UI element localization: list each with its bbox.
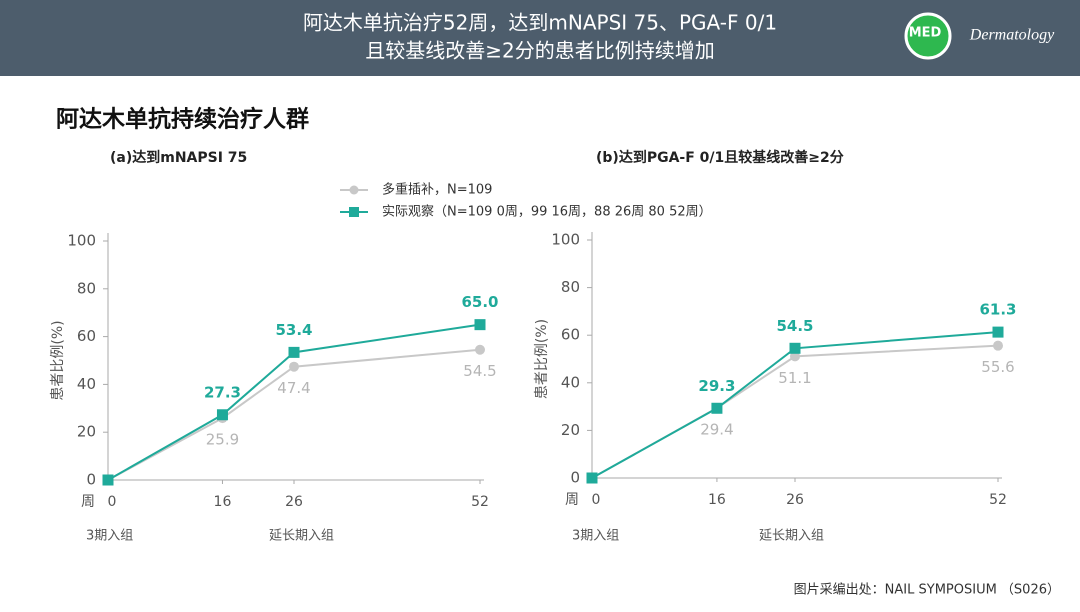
- y-tick-label: 0: [86, 471, 96, 489]
- value-label: 29.3: [698, 377, 735, 395]
- value-label: 25.9: [206, 431, 239, 449]
- legend-marker: [349, 185, 359, 195]
- value-label: 27.3: [204, 383, 241, 401]
- x-tick-label: 0: [108, 494, 117, 510]
- x-tick-label: 16: [708, 492, 726, 508]
- y-tick-label: 60: [77, 327, 96, 345]
- x-tick-label: 52: [989, 492, 1007, 508]
- annotation: 延长期入组: [269, 529, 334, 544]
- y-tick-label: 20: [77, 423, 96, 441]
- footer: 图片采编出处：NAIL SYMPOSIUM （S026）: [794, 583, 1060, 598]
- value-label: 55.6: [981, 358, 1014, 376]
- x-tick-label: 52: [471, 494, 489, 510]
- series-line: [107, 323, 481, 481]
- logo-text: MED: [909, 26, 942, 41]
- header-title: 阿达木单抗治疗52周，达到mNAPSI 75、PGA-F 0/1: [303, 11, 777, 35]
- point: [474, 319, 486, 331]
- point: [789, 342, 801, 354]
- value-label: 65.0: [461, 293, 498, 311]
- point: [992, 326, 1004, 338]
- chart-title: (a)达到mNAPSI 75: [110, 149, 247, 166]
- header-title: 且较基线改善≥2分的患者比例持续增加: [365, 39, 714, 63]
- logo: [904, 12, 952, 60]
- value-label: 53.4: [275, 321, 312, 339]
- y-tick-label: 80: [77, 279, 96, 297]
- x-tick-label: 0: [592, 492, 601, 508]
- series-line: [107, 348, 481, 481]
- x-tick-label: 26: [285, 494, 303, 510]
- point: [586, 472, 598, 484]
- series-line: [591, 344, 999, 479]
- value-label: 61.3: [979, 301, 1016, 319]
- y-axis-label: 患者比例(%): [50, 320, 66, 400]
- brand: Dermatology: [969, 27, 1055, 44]
- y-tick-label: 20: [561, 421, 580, 439]
- y-tick-label: 0: [570, 469, 580, 487]
- y-axis-label: 患者比例(%): [534, 319, 550, 399]
- value-label: 29.4: [700, 421, 733, 439]
- point: [475, 344, 485, 355]
- annotation: 3期入组: [572, 529, 619, 544]
- y-tick-label: 40: [561, 373, 580, 391]
- point: [288, 346, 300, 358]
- point: [216, 409, 228, 421]
- legend-marker: [349, 207, 359, 217]
- x-tick-label: 16: [214, 494, 232, 510]
- annotation: 延长期入组: [759, 529, 824, 544]
- value-label: 54.5: [463, 362, 496, 380]
- chart-title: (b)达到PGA-F 0/1且较基线改善≥2分: [596, 149, 844, 166]
- point: [790, 351, 800, 362]
- value-label: 51.1: [778, 369, 811, 387]
- point: [102, 474, 114, 486]
- y-tick-label: 80: [561, 278, 580, 296]
- series-line: [591, 331, 999, 479]
- y-tick-label: 60: [561, 326, 580, 344]
- value-label: 54.5: [776, 317, 813, 335]
- point: [993, 340, 1003, 351]
- point: [711, 402, 723, 414]
- y-tick-label: 100: [551, 231, 580, 249]
- x-axis-label: 周: [81, 494, 95, 510]
- point: [289, 361, 299, 372]
- legend-label: 多重插补，N=109: [382, 182, 492, 198]
- x-tick-label: 26: [786, 492, 804, 508]
- y-tick-label: 100: [67, 232, 96, 250]
- header-bar: [0, 0, 1080, 76]
- legend-label: 实际观察（N=109 0周，99 16周，88 26周 80 52周）: [382, 205, 712, 220]
- section-title: 阿达木单抗持续治疗人群: [56, 106, 309, 133]
- annotation: 3期入组: [86, 529, 133, 544]
- y-tick-label: 40: [77, 375, 96, 393]
- x-axis-label: 周: [565, 492, 579, 508]
- value-label: 47.4: [277, 379, 310, 397]
